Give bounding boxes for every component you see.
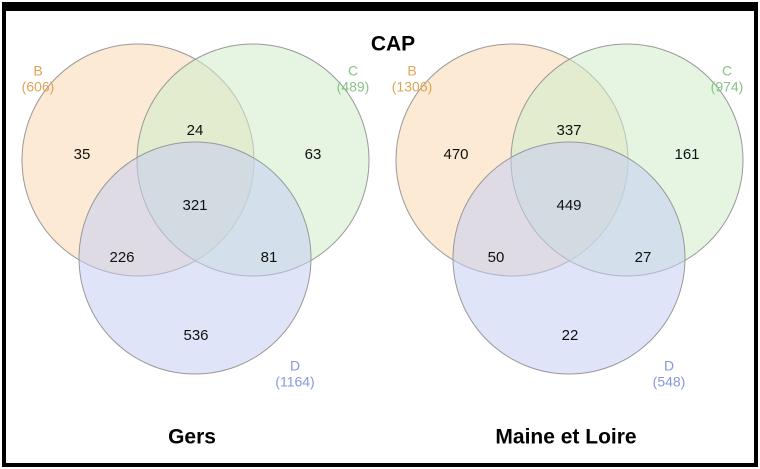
- region-count: 22: [562, 327, 579, 344]
- set-circle: [78, 141, 312, 375]
- set-label: B: [407, 63, 416, 79]
- region-count: 161: [674, 146, 699, 163]
- region-count: 337: [556, 122, 581, 139]
- region-count: 27: [635, 249, 652, 266]
- region-count: 321: [182, 197, 207, 214]
- figure-title: CAP: [371, 33, 415, 56]
- set-count: (606): [22, 79, 55, 95]
- set-count: (974): [711, 79, 744, 95]
- set-label: C: [348, 63, 358, 79]
- region-count: 470: [443, 146, 468, 163]
- region-count: 449: [556, 197, 581, 214]
- region-count: 50: [488, 249, 505, 266]
- set-count: (548): [653, 374, 686, 390]
- set-count: (1164): [275, 374, 314, 390]
- set-label: B: [33, 63, 42, 79]
- set-label: D: [290, 358, 300, 374]
- set-count: (489): [337, 79, 370, 95]
- region-count: 226: [109, 249, 134, 266]
- region-count: 24: [187, 122, 204, 139]
- panel-title: Maine et Loire: [495, 426, 636, 449]
- set-label: C: [722, 63, 732, 79]
- set-label: D: [664, 358, 674, 374]
- region-count: 35: [74, 146, 91, 163]
- panel-title: Gers: [168, 426, 216, 449]
- region-count: 63: [305, 146, 322, 163]
- region-count: 81: [261, 249, 278, 266]
- set-count: (1306): [392, 79, 432, 95]
- set-circle: [452, 141, 686, 375]
- region-count: 536: [183, 327, 208, 344]
